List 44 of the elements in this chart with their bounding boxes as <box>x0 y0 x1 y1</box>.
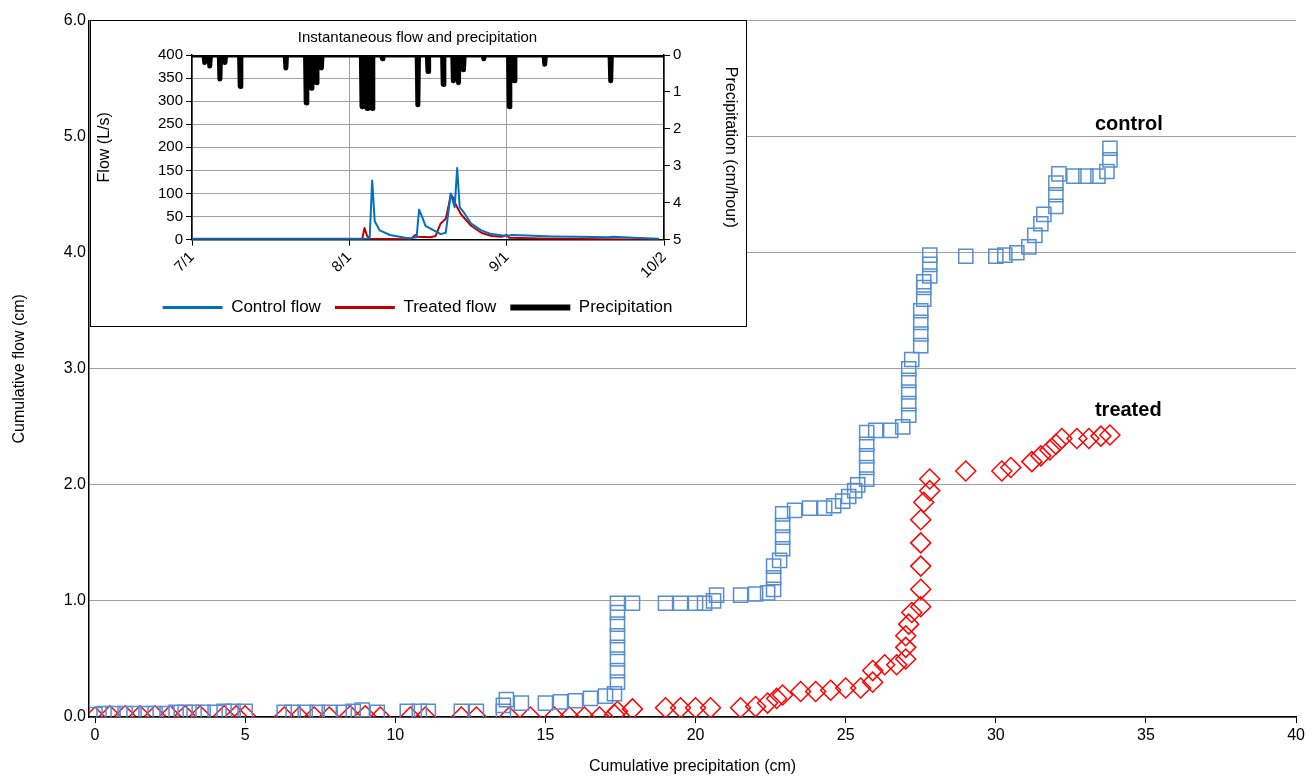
legend-label: Control flow <box>231 297 322 317</box>
x-tick-label: 5 <box>240 726 250 744</box>
y-tick-label: 0.0 <box>63 707 87 725</box>
y-tick-label: 200 <box>157 137 183 155</box>
y-tick-label: 50 <box>166 206 183 224</box>
y-tick-label: 4.0 <box>63 243 87 261</box>
y2-tick-label: 4 <box>673 192 682 210</box>
y2-tick-label: 0 <box>673 45 682 63</box>
y-axis-title: Flow (L/s) <box>95 112 113 183</box>
y-tick-label: 150 <box>157 160 183 178</box>
y-tick-label: 1.0 <box>63 591 87 609</box>
x-tick-label: 35 <box>1137 726 1155 744</box>
x-tick-label: 7/1 <box>170 248 198 275</box>
x-axis-title: Cumulative precipitation (cm) <box>588 756 797 774</box>
series-label: control <box>1094 111 1163 134</box>
x-tick-label: 8/1 <box>327 248 355 275</box>
y-axis-title: Cumulative flow (cm) <box>10 294 28 444</box>
y2-tick-label: 3 <box>673 155 682 173</box>
x-tick-label: 15 <box>536 726 555 744</box>
x-tick-label: 9/1 <box>484 248 512 275</box>
legend-label: Treated flow <box>403 297 498 317</box>
y2-tick-label: 1 <box>673 82 682 100</box>
legend-label: Precipitation <box>578 297 673 317</box>
y-tick-label: 350 <box>157 68 183 86</box>
y2-axis-title: Precipitation (cm/hour) <box>722 66 740 228</box>
y2-tick-label: 5 <box>673 229 682 247</box>
y-tick-label: 300 <box>157 91 183 109</box>
y-tick-label: 400 <box>157 45 183 63</box>
y-tick-label: 100 <box>157 183 183 201</box>
x-tick-label: 40 <box>1287 726 1306 744</box>
x-tick-label: 20 <box>686 726 705 744</box>
y-tick-label: 250 <box>157 114 183 132</box>
y-tick-label: 5.0 <box>63 127 87 145</box>
x-tick-label: 0 <box>90 726 100 744</box>
y2-tick-label: 2 <box>673 118 682 136</box>
x-tick-label: 30 <box>986 726 1005 744</box>
x-tick-label: 10 <box>386 726 405 744</box>
y-tick-label: 0 <box>174 229 183 247</box>
y-tick-label: 2.0 <box>63 475 87 493</box>
x-tick-label: 25 <box>836 726 855 744</box>
y-tick-label: 3.0 <box>63 359 87 377</box>
y-tick-label: 6.0 <box>63 11 87 29</box>
series-label: treated <box>1094 398 1162 421</box>
chart-title: Instantaneous flow and precipitation <box>297 28 538 46</box>
